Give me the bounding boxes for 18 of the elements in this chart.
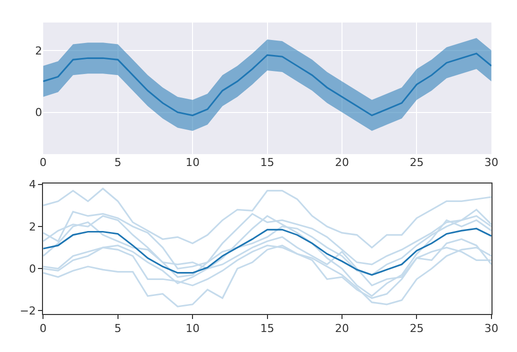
y-tick-label: −2 xyxy=(20,304,36,318)
x-tick-label: 5 xyxy=(114,156,122,170)
x-tick-label: 20 xyxy=(334,322,349,336)
y-tick-label: 0 xyxy=(35,106,42,120)
y-tick-label: 2 xyxy=(35,44,42,58)
x-tick-label: 30 xyxy=(484,322,498,336)
x-tick-label: 5 xyxy=(114,322,122,336)
y-tick-label: 0 xyxy=(28,262,36,276)
x-tick-label: 15 xyxy=(260,156,274,170)
x-tick-label: 25 xyxy=(410,322,424,336)
x-tick-label: 30 xyxy=(484,156,498,170)
y-tick-label: 2 xyxy=(28,220,36,234)
x-tick-label: 10 xyxy=(186,322,200,336)
x-tick-label: 20 xyxy=(334,156,349,170)
x-tick-label: 10 xyxy=(186,156,200,170)
x-tick-label: 25 xyxy=(410,156,424,170)
x-tick-label: 15 xyxy=(260,322,274,336)
y-tick-label: 4 xyxy=(28,178,36,192)
